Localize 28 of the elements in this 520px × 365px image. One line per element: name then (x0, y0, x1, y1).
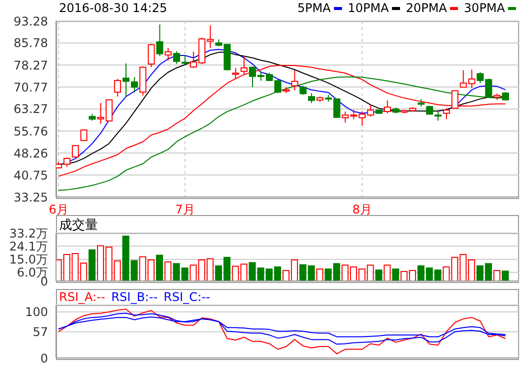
y-tick-label: 55.76 (14, 124, 48, 138)
x-tick-label: 8月 (352, 202, 372, 217)
y-tick-label: 93.28 (14, 14, 48, 28)
y-tick-label: 78.27 (14, 58, 48, 72)
y-tick-label: 24.1万 (9, 239, 48, 254)
y-tick-label: 63.27 (14, 102, 48, 116)
legend-label: 5PMA (297, 1, 331, 15)
y-tick-label: 0 (40, 351, 48, 365)
chart-title: 2016-08-30 14:25 (59, 1, 168, 15)
legend-label: 10PMA (348, 1, 389, 15)
legend-label: 30PMA (464, 1, 505, 15)
series-label: RSI_B:-- (111, 290, 158, 304)
legend-label: 20PMA (406, 1, 447, 15)
y-tick-label: 15.0万 (9, 252, 48, 267)
y-tick-label: 33.25 (14, 190, 48, 204)
y-tick-label: 48.26 (14, 146, 48, 160)
y-tick-label: 70.77 (14, 80, 48, 94)
y-tick-label: 6.0万 (16, 266, 48, 280)
y-tick-label: 100 (25, 305, 48, 320)
x-tick-label: 7月 (175, 202, 195, 217)
y-tick-label: 57 (32, 324, 48, 339)
chart-title: 成交量 (59, 217, 98, 234)
y-tick-label: 40.75 (14, 168, 48, 182)
y-tick-label: 33.2万 (9, 226, 48, 240)
series-label: RSI_A:-- (59, 290, 106, 304)
x-tick-label: 6月 (48, 202, 68, 217)
series-label: RSI_C:-- (164, 290, 210, 304)
y-tick-label: 85.78 (14, 36, 48, 50)
